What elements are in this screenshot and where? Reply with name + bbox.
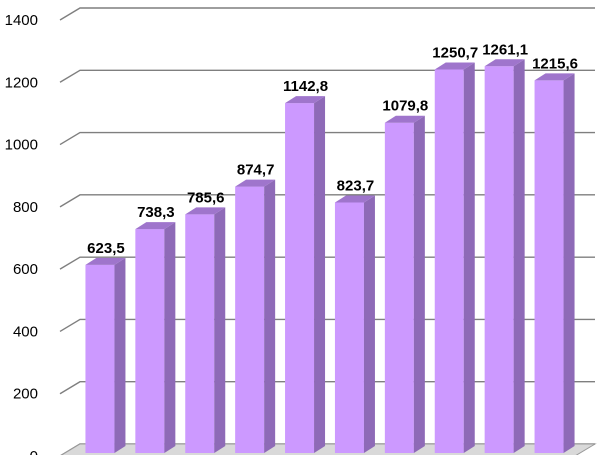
bar-top-face	[135, 222, 176, 230]
y-tick-label: 1200	[5, 74, 38, 91]
data-label: 1079,8	[382, 98, 428, 115]
data-label: 1261,1	[482, 41, 528, 58]
bar	[135, 222, 176, 453]
bar-front-face	[185, 214, 215, 453]
y-tick-label: 600	[13, 261, 38, 278]
bar-top-face	[334, 195, 375, 203]
bar-side-face	[314, 96, 326, 453]
bar-front-face	[235, 186, 265, 453]
bar-front-face	[384, 122, 414, 454]
data-label: 874,7	[237, 162, 275, 179]
y-tick-label: 0	[30, 448, 38, 455]
bar-side-face	[363, 195, 375, 453]
bar-top-face	[434, 62, 475, 70]
bar-side-face	[214, 207, 226, 453]
bar-top-face	[534, 73, 575, 81]
bar-front-face	[334, 202, 364, 453]
bar-top-face	[384, 115, 425, 123]
bar	[434, 62, 475, 454]
data-label: 623,5	[87, 240, 125, 257]
bar-side-face	[413, 115, 425, 454]
bar	[334, 195, 375, 453]
bars	[85, 59, 575, 454]
bar-side-face	[563, 73, 575, 453]
gridline	[59, 7, 595, 21]
gridline	[59, 69, 595, 83]
bar-side-face	[114, 257, 126, 453]
bar-side-face	[164, 222, 176, 453]
data-label: 1142,8	[283, 78, 328, 95]
bar-top-face	[484, 59, 525, 67]
bar	[484, 59, 525, 454]
bar-top-face	[85, 257, 126, 265]
bar-side-face	[264, 179, 276, 453]
data-label: 738,3	[137, 204, 175, 221]
data-label: 823,7	[337, 177, 375, 194]
bar-front-face	[434, 69, 464, 454]
bar	[384, 115, 425, 454]
bar-top-face	[185, 207, 226, 215]
bar-top-face	[235, 179, 276, 187]
bar-front-face	[85, 264, 115, 453]
data-labels: 623,5 738,3 785,6 874,7 1142,8 823,7 1079,8 125…	[87, 41, 578, 257]
y-axis-tick-labels: 0 200 400 600 800 1000 1200 1400	[5, 12, 38, 455]
y-tick-label: 400	[13, 323, 38, 340]
bar	[534, 73, 575, 453]
bar-front-face	[135, 229, 165, 453]
bar	[85, 257, 126, 453]
bar-front-face	[285, 103, 315, 453]
bar	[185, 207, 226, 453]
y-tick-label: 800	[13, 199, 38, 216]
bar-front-face	[534, 80, 564, 453]
bar	[285, 96, 326, 453]
y-tick-label: 1000	[5, 137, 38, 154]
bar-top-face	[285, 96, 326, 104]
data-label: 1215,6	[532, 55, 578, 72]
gridlines	[59, 7, 595, 455]
bar-side-face	[463, 62, 475, 454]
data-label: 1250,7	[432, 44, 478, 61]
y-tick-label: 200	[13, 386, 38, 403]
bar-front-face	[484, 66, 514, 453]
bar-side-face	[513, 59, 525, 454]
data-label: 785,6	[187, 189, 225, 206]
bar	[235, 179, 276, 453]
y-tick-label: 1400	[5, 12, 38, 29]
